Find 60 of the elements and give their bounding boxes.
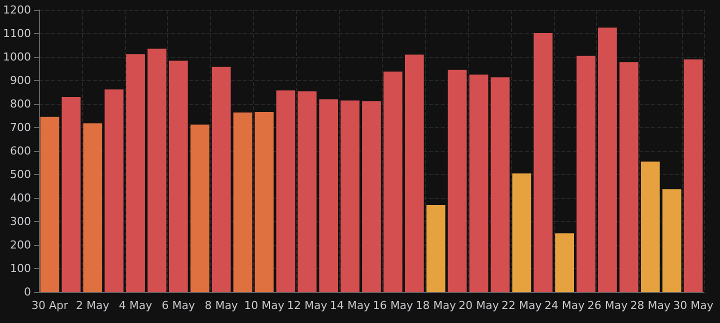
x-tick-label: 6 May xyxy=(162,299,196,312)
bar xyxy=(576,56,596,292)
bar xyxy=(384,72,402,292)
y-tick-label: 600 xyxy=(10,144,31,158)
bar xyxy=(426,205,446,292)
bar xyxy=(298,91,317,292)
y-tick-label: 200 xyxy=(10,238,31,252)
x-tick-label: 14 May xyxy=(330,299,371,312)
bar xyxy=(469,74,488,292)
y-tick-label: 1000 xyxy=(2,50,31,64)
y-tick-label: 1200 xyxy=(2,4,31,16)
bar xyxy=(490,77,510,292)
bar xyxy=(512,173,532,292)
bar xyxy=(148,48,166,292)
bar xyxy=(340,100,360,292)
x-tick-label: 26 May xyxy=(587,299,628,312)
bar xyxy=(319,99,338,292)
x-tick-label: 2 May xyxy=(76,299,110,312)
bar xyxy=(126,54,145,292)
bar xyxy=(362,101,381,292)
bar xyxy=(40,116,60,292)
y-tick-label: 500 xyxy=(10,168,31,181)
bar xyxy=(640,162,660,292)
bar xyxy=(104,89,124,292)
y-tick-label: 700 xyxy=(10,121,31,134)
x-tick-label: 28 May xyxy=(630,299,671,312)
y-tick-label: 100 xyxy=(10,262,31,275)
bar xyxy=(276,90,296,292)
x-tick-label: 16 May xyxy=(372,299,414,312)
x-tick-label: 8 May xyxy=(204,299,238,312)
bar xyxy=(404,54,424,292)
x-tick-label: 22 May xyxy=(502,299,542,312)
bar xyxy=(83,123,102,292)
x-tick-label: 30 Apr xyxy=(31,299,68,312)
bar xyxy=(62,96,81,292)
x-tick-label: 18 May xyxy=(416,299,456,312)
x-tick-label: 20 May xyxy=(458,299,500,312)
x-tick-label: 10 May xyxy=(244,299,285,312)
bar xyxy=(233,112,252,292)
y-tick-label: 1100 xyxy=(2,27,31,40)
y-tick-label: 0 xyxy=(24,286,31,298)
bar xyxy=(168,60,188,292)
bar xyxy=(534,33,553,292)
bar xyxy=(662,189,682,292)
y-tick-label: 900 xyxy=(10,74,31,87)
bar xyxy=(619,62,638,292)
x-tick-label: 4 May xyxy=(118,299,153,312)
bar xyxy=(212,66,231,292)
bar xyxy=(190,124,210,292)
bar xyxy=(598,28,617,292)
bar xyxy=(555,233,574,292)
bar xyxy=(254,112,274,292)
x-tick-label: 30 May xyxy=(673,299,714,312)
y-tick-label: 300 xyxy=(10,215,31,228)
bar xyxy=(448,70,467,292)
x-tick-label: 24 May xyxy=(544,299,586,312)
x-tick-label: 12 May xyxy=(287,299,328,312)
y-tick-label: 400 xyxy=(10,192,31,204)
bar xyxy=(684,59,703,292)
y-tick-label: 800 xyxy=(10,98,31,110)
